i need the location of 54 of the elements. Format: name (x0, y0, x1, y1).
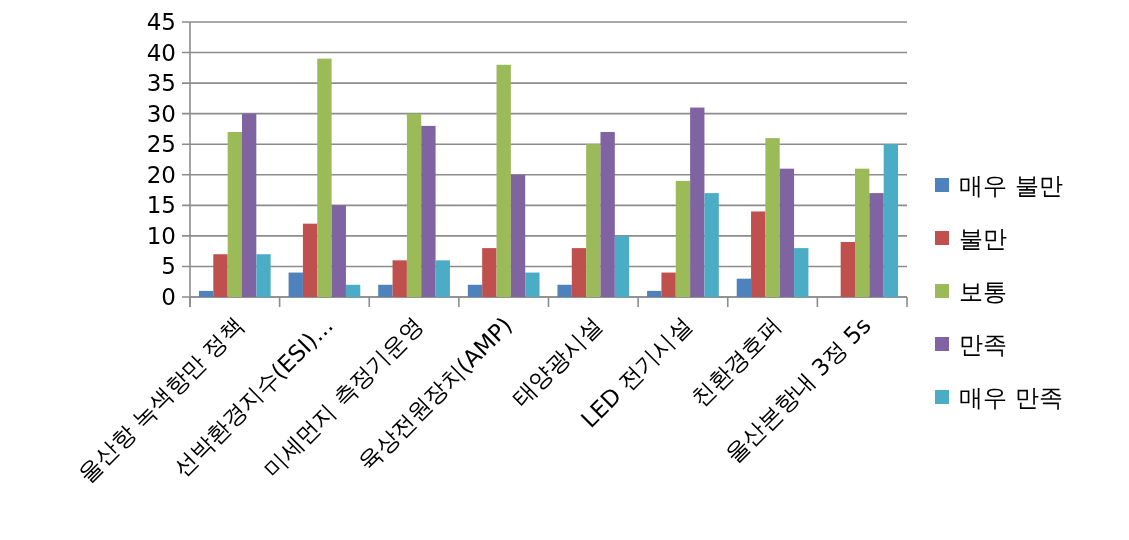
bar (779, 168, 795, 297)
bar (571, 248, 587, 297)
y-tick-label: 40 (146, 39, 176, 66)
bar (345, 284, 361, 297)
bar (198, 290, 214, 297)
bar (317, 58, 332, 297)
bar (586, 144, 601, 297)
bar (302, 223, 318, 297)
bar (647, 290, 662, 297)
legend-label: 불만 (959, 225, 1007, 253)
bar (510, 174, 526, 297)
y-tick-label: 35 (146, 70, 176, 97)
bar (869, 193, 884, 297)
y-tick-label: 20 (146, 161, 176, 188)
bar (751, 211, 766, 297)
bar (736, 278, 752, 297)
bar (482, 248, 497, 297)
bar (661, 272, 676, 297)
bar (213, 254, 228, 297)
bar (765, 138, 780, 297)
bar (435, 260, 450, 297)
legend-label: 매우 만족 (959, 384, 1063, 412)
bar (241, 113, 257, 297)
bar (690, 107, 705, 297)
bar (525, 272, 540, 297)
bar (840, 242, 856, 297)
bar (288, 272, 303, 297)
legend-label: 매우 불만 (959, 172, 1063, 200)
bar (256, 254, 271, 297)
bar (378, 284, 393, 297)
legend-label: 만족 (959, 331, 1007, 359)
bar (557, 284, 572, 297)
y-tick-label: 5 (161, 253, 176, 280)
bar (406, 113, 422, 297)
bar (467, 284, 483, 297)
bar (794, 248, 809, 297)
legend-label: 보통 (959, 278, 1007, 306)
bar (392, 260, 407, 297)
y-tick-label: 0 (161, 284, 176, 310)
bar (614, 235, 630, 297)
bar (855, 168, 870, 297)
bar (421, 125, 436, 297)
bar (227, 132, 242, 297)
y-tick-label: 10 (146, 222, 176, 249)
bar (600, 132, 615, 297)
bar (496, 64, 511, 297)
y-tick-label: 15 (146, 192, 176, 219)
bar (331, 205, 346, 297)
bar (675, 180, 691, 297)
y-tick-label: 25 (146, 131, 176, 158)
bar (704, 193, 719, 297)
bar (883, 144, 899, 297)
y-tick-label: 45 (146, 9, 176, 35)
y-tick-label: 30 (146, 100, 176, 127)
